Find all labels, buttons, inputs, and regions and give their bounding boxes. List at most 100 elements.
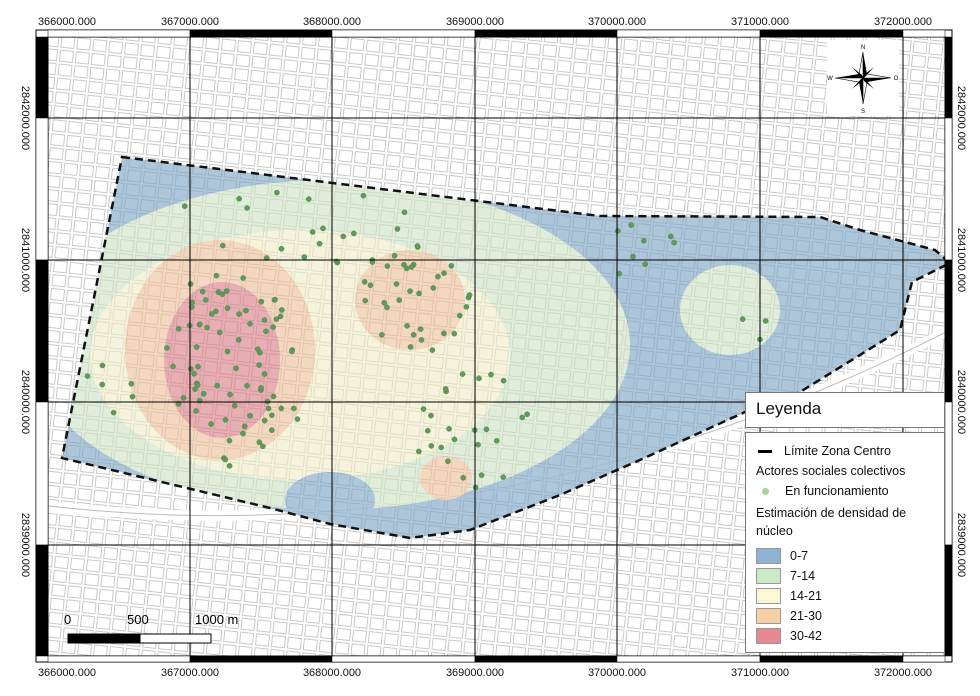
actor-point (414, 243, 421, 249)
actor-point (199, 288, 206, 295)
actor-point (519, 414, 526, 421)
actor-point (360, 192, 367, 199)
actor-point (428, 443, 435, 449)
actor-point (441, 270, 447, 276)
legend-class-30-42: 30-42 (756, 626, 934, 646)
actor-point (128, 381, 135, 387)
actor-point (642, 261, 649, 267)
actor-point (243, 307, 249, 314)
x-tick-bottom: 368000.000 (303, 667, 361, 679)
class-label: 14-21 (790, 589, 822, 603)
actor-point (384, 263, 391, 269)
x-tick-top: 370000.000 (588, 16, 646, 28)
actor-point (460, 474, 466, 481)
actor-point (272, 296, 278, 303)
actor-point (256, 439, 263, 445)
actor-point (200, 390, 207, 397)
actor-point (213, 308, 219, 315)
actor-point (446, 426, 452, 432)
y-tick-left: 2842000.000 (19, 86, 31, 150)
actor-point (379, 332, 385, 338)
x-tick-top: 371000.000 (731, 16, 789, 28)
actor-point (417, 326, 424, 332)
x-tick-bottom: 371000.000 (731, 667, 789, 679)
actor-point (435, 273, 441, 280)
actor-point (381, 299, 388, 306)
actor-point (227, 391, 233, 398)
legend: Leyenda Límite Zona Centro Actores socia… (745, 392, 945, 653)
actor-point (367, 282, 374, 289)
actor-point (236, 195, 242, 202)
east-label: O (894, 76, 899, 82)
boundary-line-icon (758, 449, 772, 453)
kernel-density-surface (62, 157, 950, 538)
actor-point (247, 321, 253, 327)
actor-point (394, 226, 401, 232)
actor-point (191, 371, 197, 377)
legend-boundary-label: Límite Zona Centro (784, 444, 891, 458)
x-tick-bottom: 369000.000 (446, 667, 504, 679)
actor-point (270, 324, 277, 330)
actor-point (641, 237, 647, 244)
actor-point (630, 253, 636, 260)
actor-point (261, 371, 268, 377)
class-label: 21-30 (790, 609, 822, 623)
legend-class-7-14: 7-14 (756, 566, 934, 586)
actor-point (236, 311, 242, 317)
actor-point (316, 240, 323, 247)
legend-actors-heading: Actores sociales colectivos (756, 464, 906, 478)
actor-point (369, 259, 376, 265)
y-tick-right: 2839000.000 (955, 513, 967, 577)
actor-point (213, 272, 220, 279)
x-tick-top: 367000.000 (161, 16, 219, 28)
actor-point (410, 332, 417, 338)
actor-point (222, 416, 229, 423)
actor-point (231, 402, 238, 409)
actor-point (99, 362, 106, 369)
actor-point (362, 297, 369, 304)
actor-point (256, 362, 262, 368)
actor-point (180, 395, 187, 401)
actor-point (305, 196, 312, 202)
actor-point (294, 416, 301, 422)
actor-point (448, 262, 455, 269)
actor-point (320, 225, 326, 232)
actor-point (384, 304, 390, 311)
actor-point (438, 444, 445, 451)
actor-point (289, 348, 295, 355)
actor-point (668, 233, 674, 240)
actor-point (428, 412, 434, 419)
actor-point (407, 288, 413, 294)
scale-bar (67, 633, 212, 644)
x-tick-top: 369000.000 (446, 16, 504, 28)
actor-point (260, 443, 266, 450)
actor-point (240, 430, 246, 437)
actor-point (187, 281, 194, 287)
actor-point (269, 412, 275, 418)
actor-point (226, 437, 233, 444)
actor-point (258, 298, 265, 305)
actor-point (261, 417, 268, 424)
actor-point (361, 279, 368, 285)
class-label: 7-14 (790, 569, 816, 583)
legend-class-0-7: 0-7 (756, 546, 934, 566)
actor-point (739, 316, 746, 322)
actor-point (614, 228, 621, 234)
x-tick-top: 368000.000 (303, 16, 361, 28)
class-swatch (756, 548, 781, 564)
actor-point (181, 203, 188, 209)
actor-point (396, 297, 402, 303)
actor-point (463, 304, 470, 310)
x-tick-bottom: 370000.000 (588, 667, 646, 679)
actor-point (224, 305, 231, 311)
actor-point (193, 408, 199, 414)
actor-point (493, 437, 500, 444)
actor-point (500, 474, 507, 481)
y-tick-right: 2842000.000 (955, 86, 967, 150)
actor-point (99, 381, 106, 388)
actor-point (194, 382, 201, 388)
actor-point (195, 363, 201, 370)
actor-point (309, 229, 316, 235)
actor-point (500, 377, 507, 384)
